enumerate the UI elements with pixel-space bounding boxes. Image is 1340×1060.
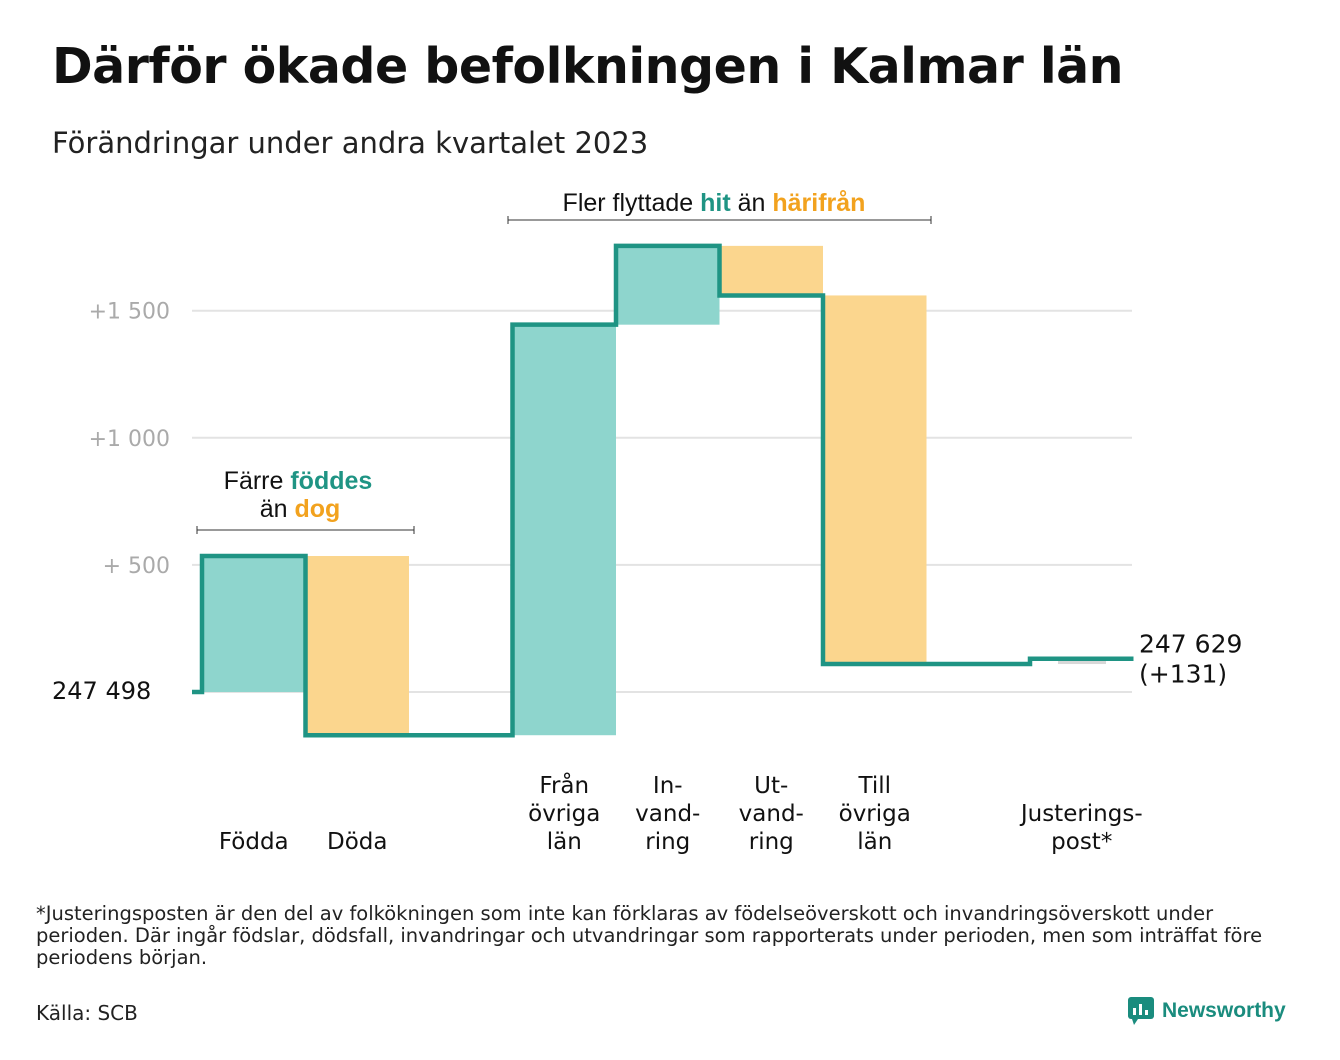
y-tick-label: +1 000	[89, 427, 170, 452]
chart-subtitle: Förändringar under andra kvartalet 2023	[52, 126, 649, 160]
births-deaths-annotation-segment: dog	[294, 495, 340, 523]
chart-title: Därför ökade befolkningen i Kalmar län	[52, 38, 1124, 95]
x-category-label: Justerings-	[1019, 801, 1143, 827]
waterfall-bar	[823, 295, 927, 665]
waterfall-bar	[1058, 658, 1106, 665]
x-category-label: övriga	[839, 801, 911, 827]
x-category-label: Födda	[219, 829, 289, 855]
waterfall-bar	[305, 556, 409, 736]
migration-annotation-segment: hit	[700, 189, 731, 217]
x-category-label: län	[857, 829, 892, 855]
end-value-label: 247 629	[1139, 630, 1242, 659]
x-category-label: vand-	[739, 801, 804, 827]
migration-annotation-text: Fler flyttade hit än härifrån	[563, 189, 866, 217]
x-category-label: vand-	[635, 801, 700, 827]
brand-logo: Newsworthy	[1128, 997, 1286, 1025]
x-category-label: övriga	[528, 801, 600, 827]
migration-annotation-segment: än	[731, 189, 773, 217]
x-category-label: Till	[857, 773, 891, 799]
x-category-label: Från	[539, 771, 589, 799]
y-tick-label: + 500	[103, 554, 170, 579]
x-category-label: In-	[653, 773, 683, 799]
end-change-label: (+131)	[1139, 660, 1227, 689]
births-deaths-annotation-segment: Färre	[224, 467, 291, 495]
footnote: *Justeringsposten är den del av folkökni…	[36, 902, 1263, 969]
brand-name: Newsworthy	[1162, 999, 1286, 1022]
newsworthy-icon	[1128, 997, 1154, 1025]
waterfall-bar	[202, 556, 306, 692]
x-category-label: Ut-	[754, 773, 788, 799]
births-deaths-annotation-text: Färre föddes	[224, 467, 373, 495]
migration-annotation-segment: härifrån	[772, 189, 865, 217]
births-deaths-annotation-segment: föddes	[290, 467, 372, 495]
source-label: Källa: SCB	[36, 1001, 138, 1025]
births-deaths-annotation-segment: än	[260, 495, 295, 523]
start-value-label: 247 498	[52, 677, 151, 705]
x-category-label: län	[547, 829, 582, 855]
migration-annotation-segment: Fler flyttade	[563, 189, 701, 217]
waterfall-bar	[616, 245, 720, 325]
waterfall-bar	[719, 245, 823, 296]
y-tick-label: +1 500	[89, 300, 170, 325]
waterfall-bar	[512, 324, 616, 736]
x-category-label: ring	[749, 829, 794, 855]
births-deaths-annotation-text: än dog	[260, 495, 341, 523]
x-category-label: post*	[1051, 829, 1112, 855]
x-category-label: Döda	[327, 829, 387, 855]
cumulative-step-line	[192, 243, 1134, 738]
x-category-label: ring	[645, 829, 690, 855]
